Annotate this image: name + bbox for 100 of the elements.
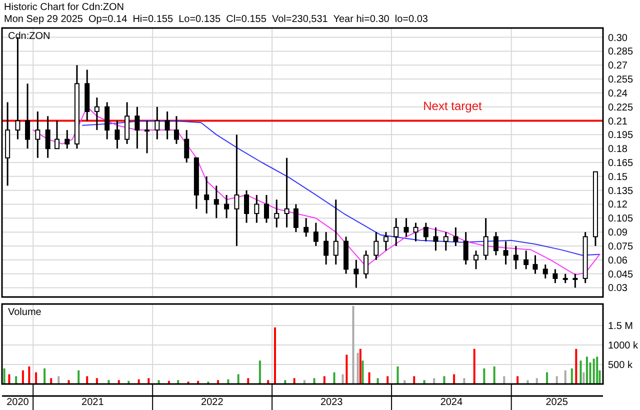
bar <box>35 372 38 384</box>
bar <box>356 352 359 384</box>
bar <box>580 360 582 384</box>
bar <box>483 368 486 384</box>
bar <box>284 380 286 384</box>
x-tick-label: 2023 <box>320 397 344 408</box>
candlestick <box>483 217 488 261</box>
x-tick-label: 2021 <box>82 397 104 408</box>
ref-line-label: Next target <box>423 98 483 113</box>
bar <box>258 360 261 384</box>
bar <box>352 306 354 384</box>
y-tick-label: 0.105 <box>608 214 634 225</box>
candlestick <box>542 264 548 280</box>
candlestick <box>562 273 568 284</box>
candlestick <box>45 115 50 159</box>
candlestick <box>394 217 399 247</box>
bar <box>443 376 446 384</box>
bar <box>28 366 30 384</box>
bar <box>323 376 326 384</box>
bar <box>473 348 476 384</box>
bar <box>44 368 46 384</box>
y-tick-label: 0.03 <box>608 283 628 294</box>
x-tick-label: 2025 <box>546 397 568 408</box>
candlestick <box>433 226 438 252</box>
bar <box>396 366 399 384</box>
bar <box>3 368 6 384</box>
candlestick <box>254 194 260 224</box>
y-tick-label: 0.165 <box>608 158 634 169</box>
bar <box>575 348 578 384</box>
line-series <box>82 120 600 256</box>
candlestick <box>572 273 578 288</box>
bar <box>333 372 336 384</box>
candlestick <box>324 231 329 266</box>
candlestick <box>174 115 179 145</box>
candlestick <box>293 203 298 233</box>
candlestick <box>204 176 210 214</box>
bar <box>177 380 180 384</box>
candlestick <box>374 231 379 261</box>
candlestick <box>134 106 140 150</box>
candlestick <box>274 198 280 228</box>
candlestick <box>503 240 508 266</box>
bar <box>267 380 270 384</box>
bar <box>22 370 24 384</box>
candlestick <box>54 120 60 150</box>
candlestick <box>453 226 458 247</box>
chart-subtitle: Mon Sep 29 2025 Op=0.14 Hi=0.155 Lo=0.135 Cl=0.155 Vol=230,531 Year hi=0.30 lo=0.03 <box>4 14 428 25</box>
bar <box>58 376 60 384</box>
bar <box>293 378 296 384</box>
y-tick-label: 0.24 <box>608 88 628 100</box>
candlestick <box>423 222 428 242</box>
y-tick-label: 0.09 <box>608 228 628 239</box>
candlestick <box>364 250 369 280</box>
y-tick-label: 0.06 <box>608 255 628 266</box>
y-tick-label: 0.30 <box>608 32 628 44</box>
candlestick <box>184 129 190 164</box>
x-tick-label: 2024 <box>440 397 463 408</box>
bar <box>86 376 88 384</box>
candlestick <box>234 134 240 247</box>
y-tick-label: 0.27 <box>608 60 628 72</box>
y-tick-label: 0.135 <box>608 186 634 197</box>
candlestick <box>524 250 529 270</box>
bar <box>526 380 529 384</box>
candlestick <box>354 259 359 288</box>
bar <box>237 374 240 384</box>
bar <box>596 356 598 384</box>
candlestick <box>473 250 478 270</box>
y-tick-label: 0.21 <box>608 116 628 128</box>
y-tick-label: 0.195 <box>608 130 634 142</box>
bar <box>313 378 316 384</box>
candlestick <box>313 222 318 247</box>
bar <box>556 376 558 384</box>
bar <box>386 376 389 384</box>
bar <box>247 378 250 384</box>
candlestick <box>552 268 558 284</box>
bar <box>516 376 519 384</box>
y-tick-label: 0.075 <box>608 241 634 252</box>
bar <box>108 380 110 384</box>
bar <box>570 368 573 384</box>
candlestick <box>35 110 40 159</box>
candlestick <box>124 101 130 145</box>
bar <box>493 366 496 384</box>
candlestick <box>532 254 538 275</box>
candlestick <box>164 110 170 140</box>
y-axis-title: Volume <box>8 307 42 318</box>
bar <box>8 374 10 384</box>
candlestick <box>64 129 70 150</box>
candlestick <box>463 231 468 266</box>
candlestick <box>214 184 219 219</box>
y-tick-label: 1000 k <box>608 340 640 352</box>
bar <box>15 376 18 384</box>
bar <box>564 370 566 384</box>
y-tick-label: 500 k <box>608 360 634 371</box>
y-tick-label: 0.15 <box>608 172 628 183</box>
bar <box>118 380 120 384</box>
y-tick-label: 0.18 <box>608 144 628 156</box>
y-tick-label: 0.285 <box>608 46 634 58</box>
bar <box>217 380 220 384</box>
bar <box>463 378 466 384</box>
bar <box>586 356 588 384</box>
x-tick-label: 2022 <box>201 397 224 408</box>
